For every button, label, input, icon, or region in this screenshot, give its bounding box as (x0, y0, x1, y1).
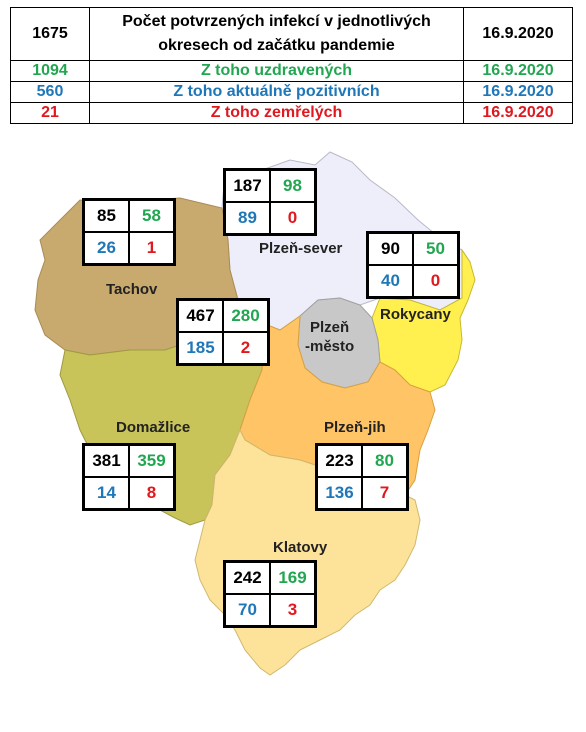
active-date: 16.9.2020 (463, 81, 573, 103)
plzen-sever-deaths: 0 (270, 202, 315, 234)
summary-title-line2: okresech od začátku pandemie (158, 37, 395, 54)
klatovy-deaths: 3 (270, 594, 315, 626)
plzen-jih-recovered: 80 (362, 445, 407, 477)
total-date: 16.9.2020 (463, 7, 573, 61)
label-tachov: Tachov (106, 281, 158, 298)
recovered-date: 16.9.2020 (463, 60, 573, 82)
deaths-date: 16.9.2020 (463, 102, 573, 124)
plzen-mesto-recovered: 280 (223, 300, 268, 332)
plzen-sever-total: 187 (225, 170, 270, 202)
summary-row-recovered: 1094 Z toho uzdravených 16.9.2020 (10, 60, 573, 82)
klatovy-recovered: 169 (270, 562, 315, 594)
plzen-mesto-deaths: 2 (223, 332, 268, 364)
active-count: 560 (10, 81, 90, 103)
label-domazlice: Domažlice (116, 419, 191, 436)
summary-title: Počet potvrzených infekcí v jednotlivých… (89, 7, 464, 61)
rokycany-active: 40 (368, 265, 413, 297)
tachov-deaths: 1 (129, 232, 174, 264)
summary-row-deaths: 21 Z toho zemřelých 16.9.2020 (10, 102, 573, 124)
domazlice-total: 381 (84, 445, 129, 477)
stats-box-plzen-jih: 223 80 136 7 (315, 443, 409, 511)
plzen-jih-deaths: 7 (362, 477, 407, 509)
label-plzen-sever: Plzeň-sever (259, 240, 343, 257)
rokycany-recovered: 50 (413, 233, 458, 265)
klatovy-active: 70 (225, 594, 270, 626)
domazlice-deaths: 8 (129, 477, 174, 509)
summary-table: 1675 Počet potvrzených infekcí v jednotl… (10, 7, 573, 124)
plzen-mesto-total: 467 (178, 300, 223, 332)
stats-box-klatovy: 242 169 70 3 (223, 560, 317, 628)
stats-box-plzen-mesto: 467 280 185 2 (176, 298, 270, 366)
recovered-count: 1094 (10, 60, 90, 82)
summary-row-active: 560 Z toho aktuálně pozitivních 16.9.202… (10, 81, 573, 103)
label-plzen-jih: Plzeň-jih (324, 419, 386, 436)
plzen-jih-total: 223 (317, 445, 362, 477)
deaths-label: Z toho zemřelých (89, 102, 464, 124)
plzen-mesto-active: 185 (178, 332, 223, 364)
klatovy-total: 242 (225, 562, 270, 594)
rokycany-deaths: 0 (413, 265, 458, 297)
label-plzen-mesto-line1: Plzeň (310, 319, 350, 336)
stats-box-tachov: 85 58 26 1 (82, 198, 176, 266)
stats-box-domazlice: 381 359 14 8 (82, 443, 176, 511)
tachov-recovered: 58 (129, 200, 174, 232)
summary-row-total: 1675 Počet potvrzených infekcí v jednotl… (10, 7, 573, 61)
summary-title-line1: Počet potvrzených infekcí v jednotlivých (122, 13, 431, 30)
deaths-count: 21 (10, 102, 90, 124)
domazlice-active: 14 (84, 477, 129, 509)
total-count: 1675 (10, 7, 90, 61)
label-klatovy: Klatovy (273, 539, 328, 556)
label-plzen-mesto: Plzeň -město (305, 318, 354, 356)
tachov-active: 26 (84, 232, 129, 264)
label-plzen-mesto-line2: -město (305, 338, 355, 355)
rokycany-total: 90 (368, 233, 413, 265)
plzen-sever-recovered: 98 (270, 170, 315, 202)
stats-box-rokycany: 90 50 40 0 (366, 231, 460, 299)
label-rokycany: Rokycany (380, 306, 451, 323)
plzen-jih-active: 136 (317, 477, 362, 509)
domazlice-recovered: 359 (129, 445, 174, 477)
tachov-total: 85 (84, 200, 129, 232)
plzen-sever-active: 89 (225, 202, 270, 234)
stats-box-plzen-sever: 187 98 89 0 (223, 168, 317, 236)
recovered-label: Z toho uzdravených (89, 60, 464, 82)
